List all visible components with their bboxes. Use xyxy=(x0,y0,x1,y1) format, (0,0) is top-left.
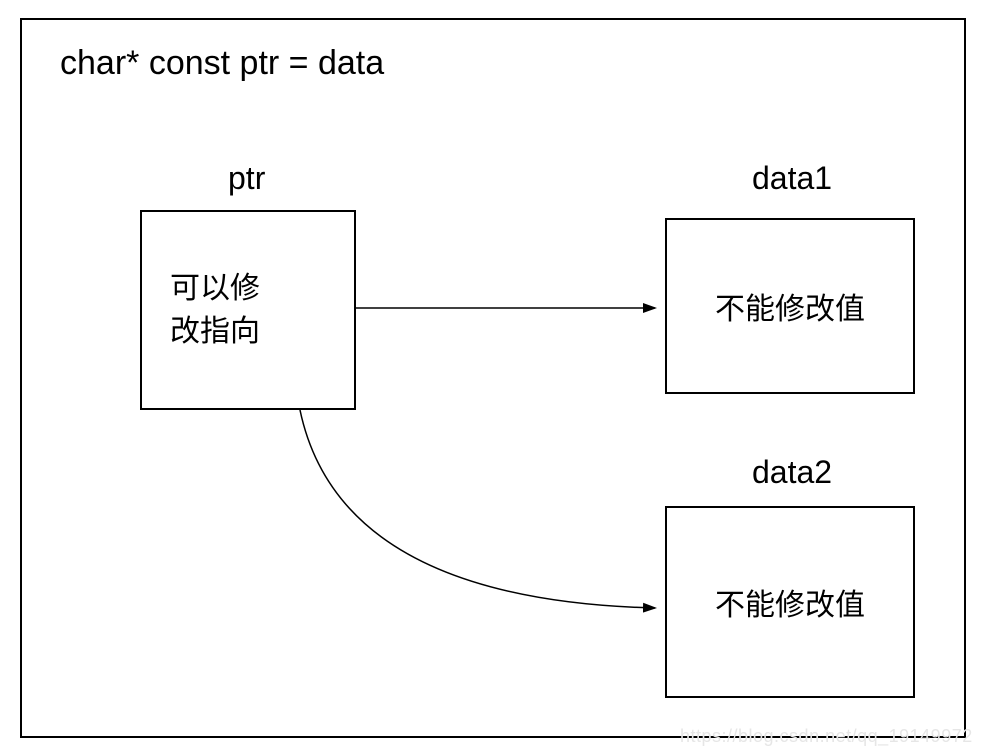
data2-box: 不能修改值 xyxy=(665,506,915,698)
data1-label: data1 xyxy=(752,160,832,197)
data1-box: 不能修改值 xyxy=(665,218,915,394)
data2-box-text: 不能修改值 xyxy=(715,580,865,624)
watermark-text: https://blog.csdn.net/qq_19149972 xyxy=(680,726,973,747)
data2-label: data2 xyxy=(752,454,832,491)
diagram-canvas: char* const ptr = data ptr 可以修 改指向 data1… xyxy=(0,0,988,752)
ptr-label: ptr xyxy=(228,160,265,197)
data1-box-text: 不能修改值 xyxy=(715,284,865,328)
ptr-box-text: 可以修 改指向 xyxy=(170,267,260,354)
ptr-box-text-line2: 改指向 xyxy=(170,315,260,348)
ptr-box: 可以修 改指向 xyxy=(140,210,356,410)
code-title: char* const ptr = data xyxy=(60,44,384,83)
ptr-box-text-line1: 可以修 xyxy=(170,272,260,305)
